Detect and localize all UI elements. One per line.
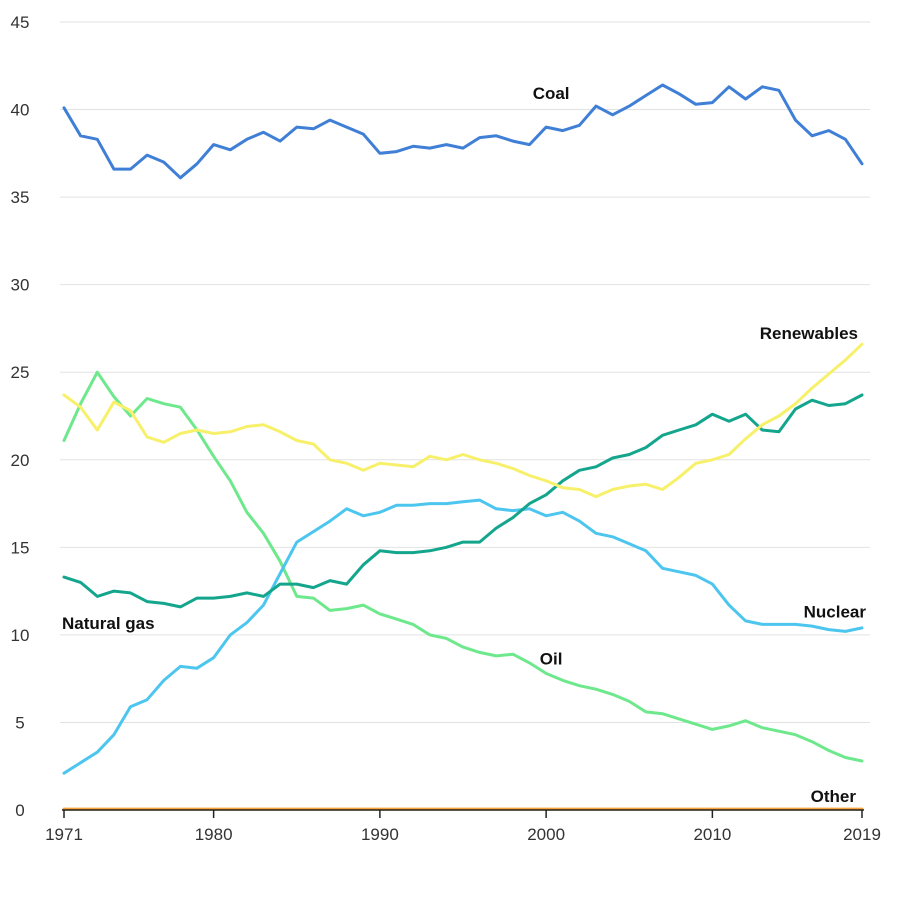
series-label-natural-gas: Natural gas: [62, 614, 155, 633]
x-tick-label: 2019: [843, 825, 881, 844]
y-tick-label: 25: [11, 363, 30, 382]
series-labels: Coal Renewables Natural gas Nuclear Oil Other: [62, 84, 866, 806]
series-line-natural-gas: [62, 393, 864, 609]
y-tick-label: 10: [11, 626, 30, 645]
series-line-coal: [62, 83, 864, 180]
y-tick-label: 40: [11, 101, 30, 120]
x-tick-label: 2000: [527, 825, 565, 844]
x-tick-label: 1990: [361, 825, 399, 844]
y-tick-label: 15: [11, 538, 30, 557]
series-label-nuclear: Nuclear: [804, 602, 867, 621]
x-tick-label: 2010: [693, 825, 731, 844]
y-tick-label: 20: [11, 451, 30, 470]
x-tick-label: 1980: [195, 825, 233, 844]
y-tick-label: 45: [11, 13, 30, 32]
y-tick-label: 0: [15, 801, 24, 820]
y-tick-label: 30: [11, 276, 30, 295]
series-label-renewables: Renewables: [760, 324, 858, 343]
series-label-oil: Oil: [540, 650, 563, 669]
series-label-other: Other: [811, 787, 857, 806]
series-line-oil: [62, 370, 864, 763]
y-axis-ticks: 0 5 10 15 20 25 30 35 40 45: [11, 13, 30, 820]
series-label-coal: Coal: [533, 84, 570, 103]
x-axis-ticks: 1971 1980 1990 2000 2010 2019: [45, 810, 881, 844]
series-line-nuclear: [62, 498, 864, 775]
series-line-renewables: [62, 342, 864, 499]
y-tick-label: 35: [11, 188, 30, 207]
y-tick-label: 5: [15, 713, 24, 732]
x-tick-label: 1971: [45, 825, 83, 844]
gridlines: [60, 21, 870, 723]
series-lines: [62, 83, 864, 811]
